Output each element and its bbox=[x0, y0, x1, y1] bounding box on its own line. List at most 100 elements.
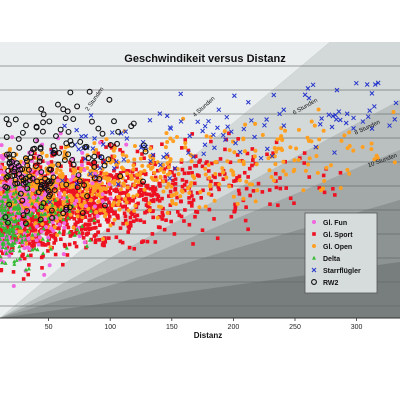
data-point-gl-open bbox=[231, 194, 236, 199]
data-point-gl-sport bbox=[119, 197, 123, 201]
data-point-delta bbox=[45, 238, 50, 243]
data-point-rw2 bbox=[6, 159, 13, 166]
data-point-gl-sport bbox=[108, 186, 113, 191]
x-axis-ticks: 50 100 150 200 250 300 bbox=[45, 318, 363, 331]
data-point-gl-sport bbox=[32, 214, 36, 219]
data-point-starrfl-gler bbox=[369, 126, 375, 131]
data-point-gl-open bbox=[242, 149, 247, 154]
data-point-gl-sport bbox=[312, 232, 316, 236]
data-point-rw2 bbox=[64, 108, 71, 115]
data-point-gl-fun bbox=[92, 204, 97, 209]
data-point-rw2 bbox=[5, 121, 12, 128]
data-point-gl-open bbox=[55, 232, 60, 237]
data-point-gl-sport bbox=[112, 168, 116, 173]
data-point-gl-sport bbox=[87, 213, 92, 218]
data-point-gl-open bbox=[316, 107, 321, 112]
data-point-starrfl-gler bbox=[83, 133, 89, 139]
data-point-gl-sport bbox=[106, 220, 110, 224]
data-point-gl-sport bbox=[143, 172, 148, 177]
data-point-starrfl-gler bbox=[305, 86, 311, 91]
data-point-gl-sport bbox=[331, 186, 335, 191]
data-point-gl-open bbox=[118, 173, 123, 178]
data-point-starrfl-gler bbox=[211, 132, 216, 138]
data-point-gl-sport bbox=[232, 209, 237, 214]
data-point-gl-fun bbox=[0, 143, 4, 148]
data-point-gl-sport bbox=[152, 192, 157, 196]
data-point-delta bbox=[25, 229, 30, 233]
data-point-gl-sport bbox=[70, 201, 75, 205]
data-point-gl-sport bbox=[166, 194, 171, 198]
data-point-gl-fun bbox=[43, 225, 48, 230]
data-point-gl-sport bbox=[101, 210, 105, 215]
data-point-gl-sport bbox=[46, 241, 51, 246]
data-point-gl-sport bbox=[45, 230, 50, 235]
legend-item: RW2 bbox=[311, 279, 339, 287]
data-point-delta bbox=[15, 205, 20, 210]
data-point-delta bbox=[29, 201, 34, 206]
data-point-starrfl-gler bbox=[330, 113, 336, 119]
data-point-delta bbox=[14, 217, 19, 222]
data-point-gl-fun bbox=[16, 214, 21, 219]
data-point-rw2 bbox=[17, 166, 24, 173]
data-point-gl-sport bbox=[142, 156, 146, 161]
data-point-gl-sport bbox=[27, 242, 32, 246]
data-point-gl-sport bbox=[160, 210, 165, 215]
data-point-gl-open bbox=[132, 143, 137, 148]
data-point-gl-open bbox=[117, 207, 122, 212]
data-point-gl-open bbox=[237, 158, 242, 163]
data-point-starrfl-gler bbox=[364, 82, 370, 87]
data-point-gl-sport bbox=[53, 238, 58, 242]
data-point-gl-sport bbox=[141, 181, 145, 185]
data-point-delta bbox=[0, 224, 4, 228]
data-point-gl-sport bbox=[132, 246, 137, 251]
data-point-gl-open bbox=[126, 208, 131, 213]
data-point-gl-sport bbox=[42, 242, 46, 247]
data-point-gl-sport bbox=[31, 155, 36, 160]
data-point-gl-sport bbox=[151, 209, 155, 213]
data-point-gl-sport bbox=[217, 187, 221, 192]
data-point-gl-open bbox=[272, 145, 277, 150]
data-point-gl-sport bbox=[134, 184, 139, 188]
data-point-gl-sport bbox=[0, 162, 5, 167]
data-point-gl-sport bbox=[142, 197, 146, 202]
data-point-gl-sport bbox=[109, 206, 114, 210]
data-point-gl-open bbox=[132, 157, 137, 162]
data-point-rw2 bbox=[67, 89, 74, 96]
data-point-starrfl-gler bbox=[178, 119, 184, 124]
data-point-delta bbox=[4, 251, 9, 255]
data-point-starrfl-gler bbox=[271, 92, 277, 98]
data-point-delta bbox=[6, 207, 11, 212]
data-point-delta bbox=[87, 237, 92, 242]
data-point-rw2 bbox=[98, 154, 105, 161]
data-point-rw2 bbox=[37, 184, 44, 191]
data-point-gl-sport bbox=[163, 179, 168, 183]
data-point-gl-open bbox=[95, 192, 100, 197]
data-point-gl-open bbox=[173, 202, 178, 207]
data-point-gl-sport bbox=[104, 217, 109, 222]
data-point-gl-fun bbox=[72, 201, 77, 206]
data-point-gl-sport bbox=[106, 236, 111, 240]
data-point-rw2 bbox=[128, 123, 135, 130]
data-point-starrfl-gler bbox=[311, 267, 317, 273]
data-point-gl-sport bbox=[103, 190, 108, 195]
data-point-gl-sport bbox=[193, 154, 198, 159]
data-point-gl-fun bbox=[31, 208, 36, 213]
data-point-starrfl-gler bbox=[118, 131, 124, 136]
data-point-gl-fun bbox=[82, 167, 87, 172]
data-point-delta bbox=[34, 197, 39, 202]
data-point-gl-sport bbox=[141, 239, 146, 243]
data-point-gl-sport bbox=[72, 206, 76, 210]
data-point-gl-open bbox=[119, 165, 124, 170]
data-point-gl-sport bbox=[69, 168, 73, 172]
data-point-gl-sport bbox=[171, 182, 175, 187]
data-point-gl-sport bbox=[157, 215, 162, 219]
data-point-rw2 bbox=[41, 182, 48, 189]
data-point-gl-sport bbox=[67, 242, 72, 247]
data-point-delta bbox=[40, 236, 45, 241]
data-point-delta bbox=[11, 205, 16, 210]
data-point-gl-sport bbox=[134, 167, 138, 172]
data-point-gl-sport bbox=[33, 162, 37, 167]
data-point-gl-sport bbox=[209, 139, 213, 144]
data-point-gl-open bbox=[253, 199, 258, 204]
data-point-gl-sport bbox=[21, 277, 26, 281]
